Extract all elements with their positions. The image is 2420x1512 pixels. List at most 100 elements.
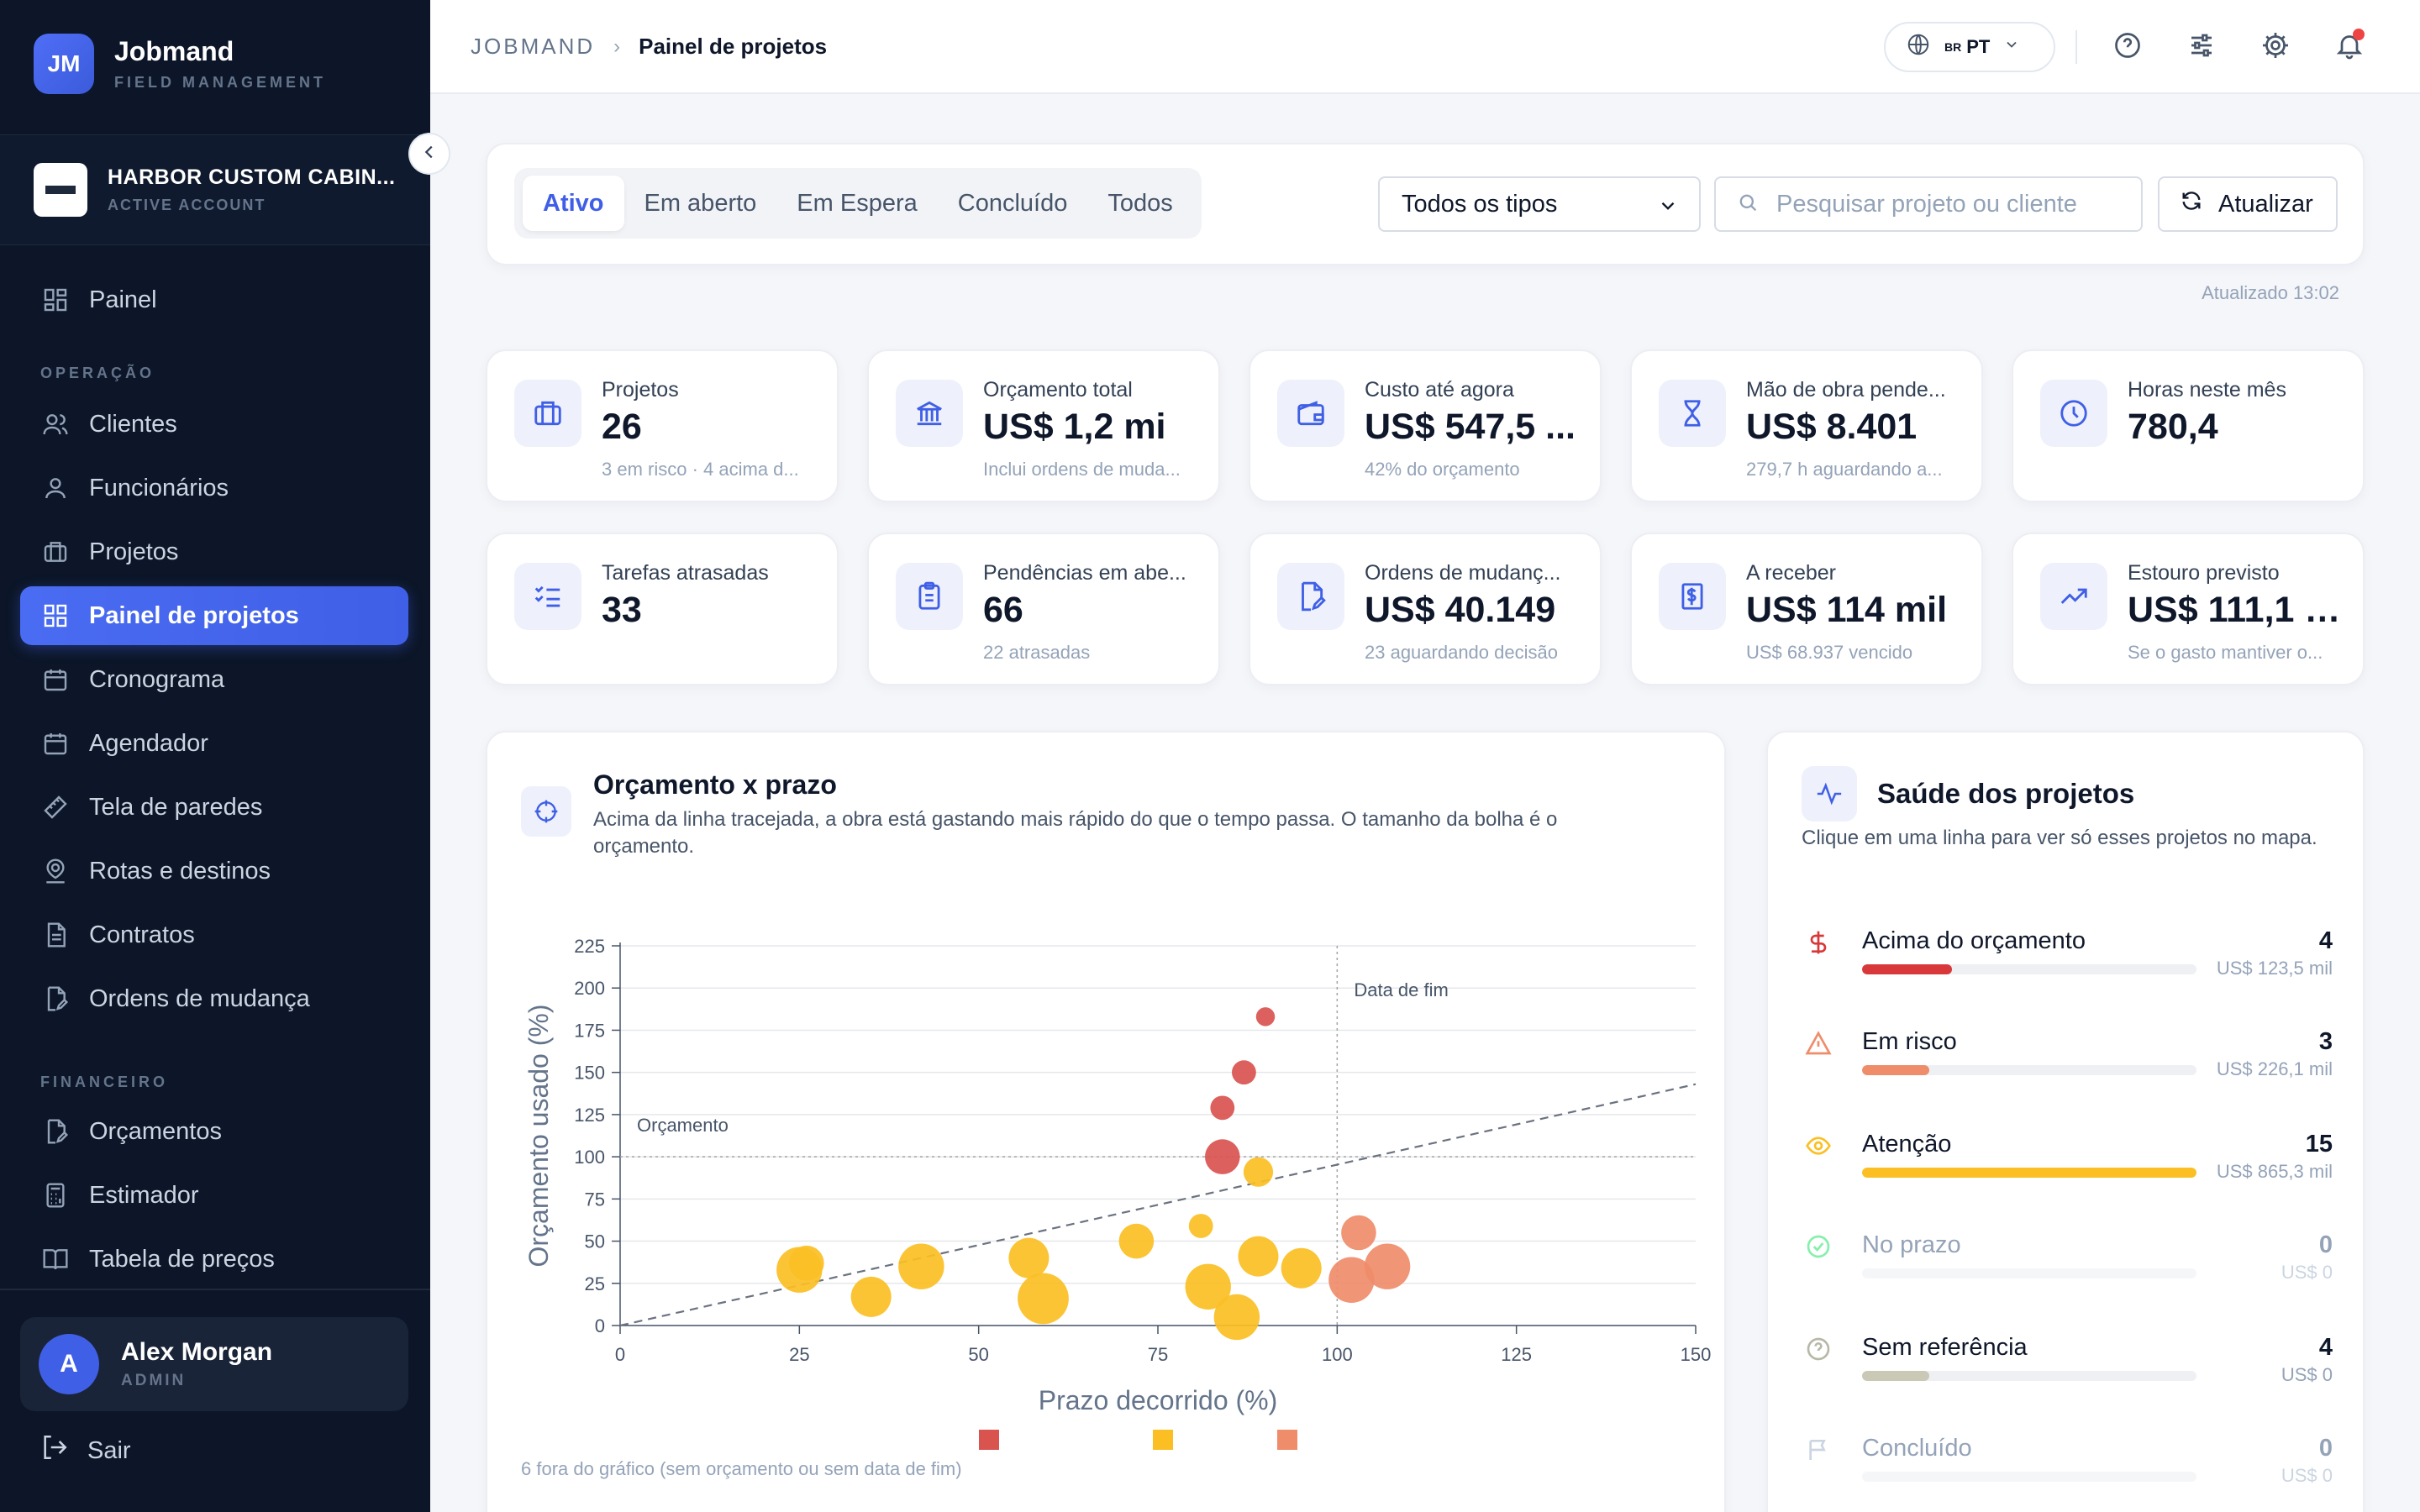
type-select[interactable]: Todos os tipos (1378, 176, 1701, 232)
x-tick-label: 150 (1681, 1344, 1712, 1365)
calendar-icon (40, 664, 71, 695)
health-row-no-prazo[interactable]: No prazo 0 US$ 0 (1802, 1220, 2333, 1304)
breadcrumb-root[interactable]: JOBMAND (471, 34, 596, 59)
sidebar-item-painel-de-projetos[interactable]: Painel de projetos (20, 586, 408, 645)
health-description: Clique em uma linha para ver só esses pr… (1802, 827, 2317, 849)
sidebar-item-label: Estimador (89, 1181, 199, 1209)
data-point (1238, 1236, 1279, 1277)
health-count: 0 (2318, 1435, 2333, 1462)
y-tick-label: 0 (595, 1315, 605, 1336)
refresh-label: Atualizar (2218, 190, 2313, 218)
stat-card-a-receber[interactable]: A receber US$ 114 mil US$ 68.937 vencido (1630, 533, 1983, 685)
data-point (1232, 1060, 1256, 1085)
health-row-concluido[interactable]: Concluído 0 US$ 0 (1802, 1423, 2333, 1507)
stat-card-horas[interactable]: Horas neste mês 780,4 (2012, 349, 2365, 502)
collapse-sidebar-button[interactable] (408, 133, 450, 175)
health-progress-fill (1862, 964, 1953, 974)
receipt-dollar-icon (1659, 563, 1726, 630)
health-row-atencao[interactable]: Atenção 15 US$ 865,3 mil (1802, 1119, 2333, 1203)
tab-todos[interactable]: Todos (1107, 189, 1173, 217)
sidebar-item-painel[interactable]: Painel (20, 270, 408, 329)
sidebar-item-ordens-de-mudanca[interactable]: Ordens de mudança (20, 969, 408, 1028)
file-edit-icon (40, 1116, 71, 1147)
stat-card-estouro-previsto[interactable]: Estouro previsto US$ 111,1 mil Se o gast… (2012, 533, 2365, 685)
activity-icon (1802, 766, 1857, 822)
sidebar-item-label: Painel (89, 286, 157, 313)
stat-value: US$ 1,2 mi (983, 407, 1166, 447)
health-row-acima-do-orcamento[interactable]: Acima do orçamento 4 US$ 123,5 mil (1802, 916, 2333, 1000)
sidebar-item-rotas-e-destinos[interactable]: Rotas e destinos (20, 842, 408, 900)
tab-concluido[interactable]: Concluído (957, 189, 1068, 217)
refresh-button[interactable]: Atualizar (2158, 176, 2338, 232)
data-point (1281, 1247, 1322, 1289)
tab-em-aberto[interactable]: Em aberto (644, 189, 757, 217)
y-tick-label: 75 (585, 1189, 605, 1210)
account-logo (34, 163, 87, 217)
x-tick-label: 50 (968, 1344, 988, 1365)
stat-card-projetos[interactable]: Projetos 26 3 em risco · 4 acima d... (486, 349, 839, 502)
health-title: Saúde dos projetos (1877, 778, 2135, 809)
user-name: Alex Morgan (121, 1338, 273, 1366)
stat-value: 26 (602, 407, 642, 447)
health-label: No prazo (1862, 1231, 1961, 1258)
sidebar-item-projetos[interactable]: Projetos (20, 522, 408, 581)
stat-card-custo-ate-agora[interactable]: Custo até agora US$ 547,5 ... 42% do orç… (1249, 349, 1602, 502)
sidebar-item-clientes[interactable]: Clientes (20, 395, 408, 454)
health-amount: US$ 865,3 mil (2216, 1161, 2333, 1182)
y-tick-label: 50 (585, 1231, 605, 1252)
sidebar-item-agendador[interactable]: Agendador (20, 714, 408, 773)
settings-button[interactable] (2255, 27, 2296, 67)
users-icon (40, 409, 71, 439)
notification-badge (2353, 29, 2365, 40)
tab-em-espera[interactable]: Em Espera (797, 189, 918, 217)
logout-button[interactable]: Sair (40, 1433, 131, 1468)
clipboard-icon (896, 563, 963, 630)
notifications-button[interactable] (2329, 27, 2370, 67)
sidebar-item-tela-de-paredes[interactable]: Tela de paredes (20, 778, 408, 837)
stat-card-mao-de-obra[interactable]: Mão de obra pende... US$ 8.401 279,7 h a… (1630, 349, 1983, 502)
file-edit-icon (1277, 563, 1344, 630)
stat-sub: 22 atrasadas (983, 642, 1091, 663)
updated-timestamp: Atualizado 13:02 (2202, 282, 2339, 303)
data-point (1243, 1157, 1274, 1187)
hourglass-icon (1659, 380, 1726, 447)
data-point (789, 1245, 824, 1281)
brand-subtitle: FIELD MANAGEMENT (114, 74, 326, 91)
scatter-chart: 0 25 50 75 100 125 150 175 200 225 0 25 50 75 100 125 15… (523, 936, 1712, 1463)
sidebar-item-orcamentos[interactable]: Orçamentos (20, 1102, 408, 1161)
stat-label: Estouro previsto (2128, 561, 2280, 585)
stat-card-tarefas-atrasadas[interactable]: Tarefas atrasadas 33 (486, 533, 839, 685)
help-button[interactable] (2107, 27, 2148, 67)
stat-card-ordens-de-mudanca[interactable]: Ordens de mudanç... US$ 40.149 23 aguard… (1249, 533, 1602, 685)
clock-icon (2040, 380, 2107, 447)
sidebar-item-cronograma[interactable]: Cronograma (20, 650, 408, 709)
chart-description: Acima da linha tracejada, a obra está ga… (593, 808, 1558, 858)
sidebar-item-funcionarios[interactable]: Funcionários (20, 459, 408, 517)
health-count: 15 (2305, 1131, 2333, 1158)
sidebar-item-label: Painel de projetos (89, 601, 299, 629)
sidebar-item-tabela-de-precos[interactable]: Tabela de preços (20, 1230, 408, 1289)
brand[interactable]: JM Jobmand FIELD MANAGEMENT (34, 34, 326, 94)
stat-value: 66 (983, 590, 1023, 630)
stat-card-orcamento-total[interactable]: Orçamento total US$ 1,2 mi Inclui ordens… (867, 349, 1220, 502)
search-input[interactable] (1776, 190, 2129, 218)
sidebar-item-estimador[interactable]: Estimador (20, 1166, 408, 1225)
health-row-em-risco[interactable]: Em risco 3 US$ 226,1 mil (1802, 1016, 2333, 1100)
health-row-sem-referencia[interactable]: Sem referência 4 US$ 0 (1802, 1322, 2333, 1406)
calculator-icon (40, 1180, 71, 1210)
health-count: 0 (2318, 1231, 2333, 1258)
account-switcher[interactable]: HARBOR CUSTOM CABIN... ACTIVE ACCOUNT (0, 134, 430, 245)
file-edit-icon (40, 984, 71, 1014)
sidebar-item-label: Projetos (89, 538, 179, 565)
stat-card-pendencias[interactable]: Pendências em abe... 66 22 atrasadas (867, 533, 1220, 685)
legend-swatch (1153, 1430, 1173, 1450)
user-menu[interactable]: A Alex Morgan ADMIN (20, 1317, 408, 1411)
divider (0, 1289, 430, 1290)
account-name: HARBOR CUSTOM CABIN... (108, 165, 396, 189)
tab-ativo[interactable]: Ativo (523, 176, 624, 231)
filters-button[interactable] (2181, 27, 2222, 67)
logout-label: Sair (87, 1436, 131, 1464)
language-selector[interactable]: BR PT (1884, 22, 2055, 72)
sidebar-item-label: Cronograma (89, 665, 225, 693)
sidebar-item-contratos[interactable]: Contratos (20, 906, 408, 964)
